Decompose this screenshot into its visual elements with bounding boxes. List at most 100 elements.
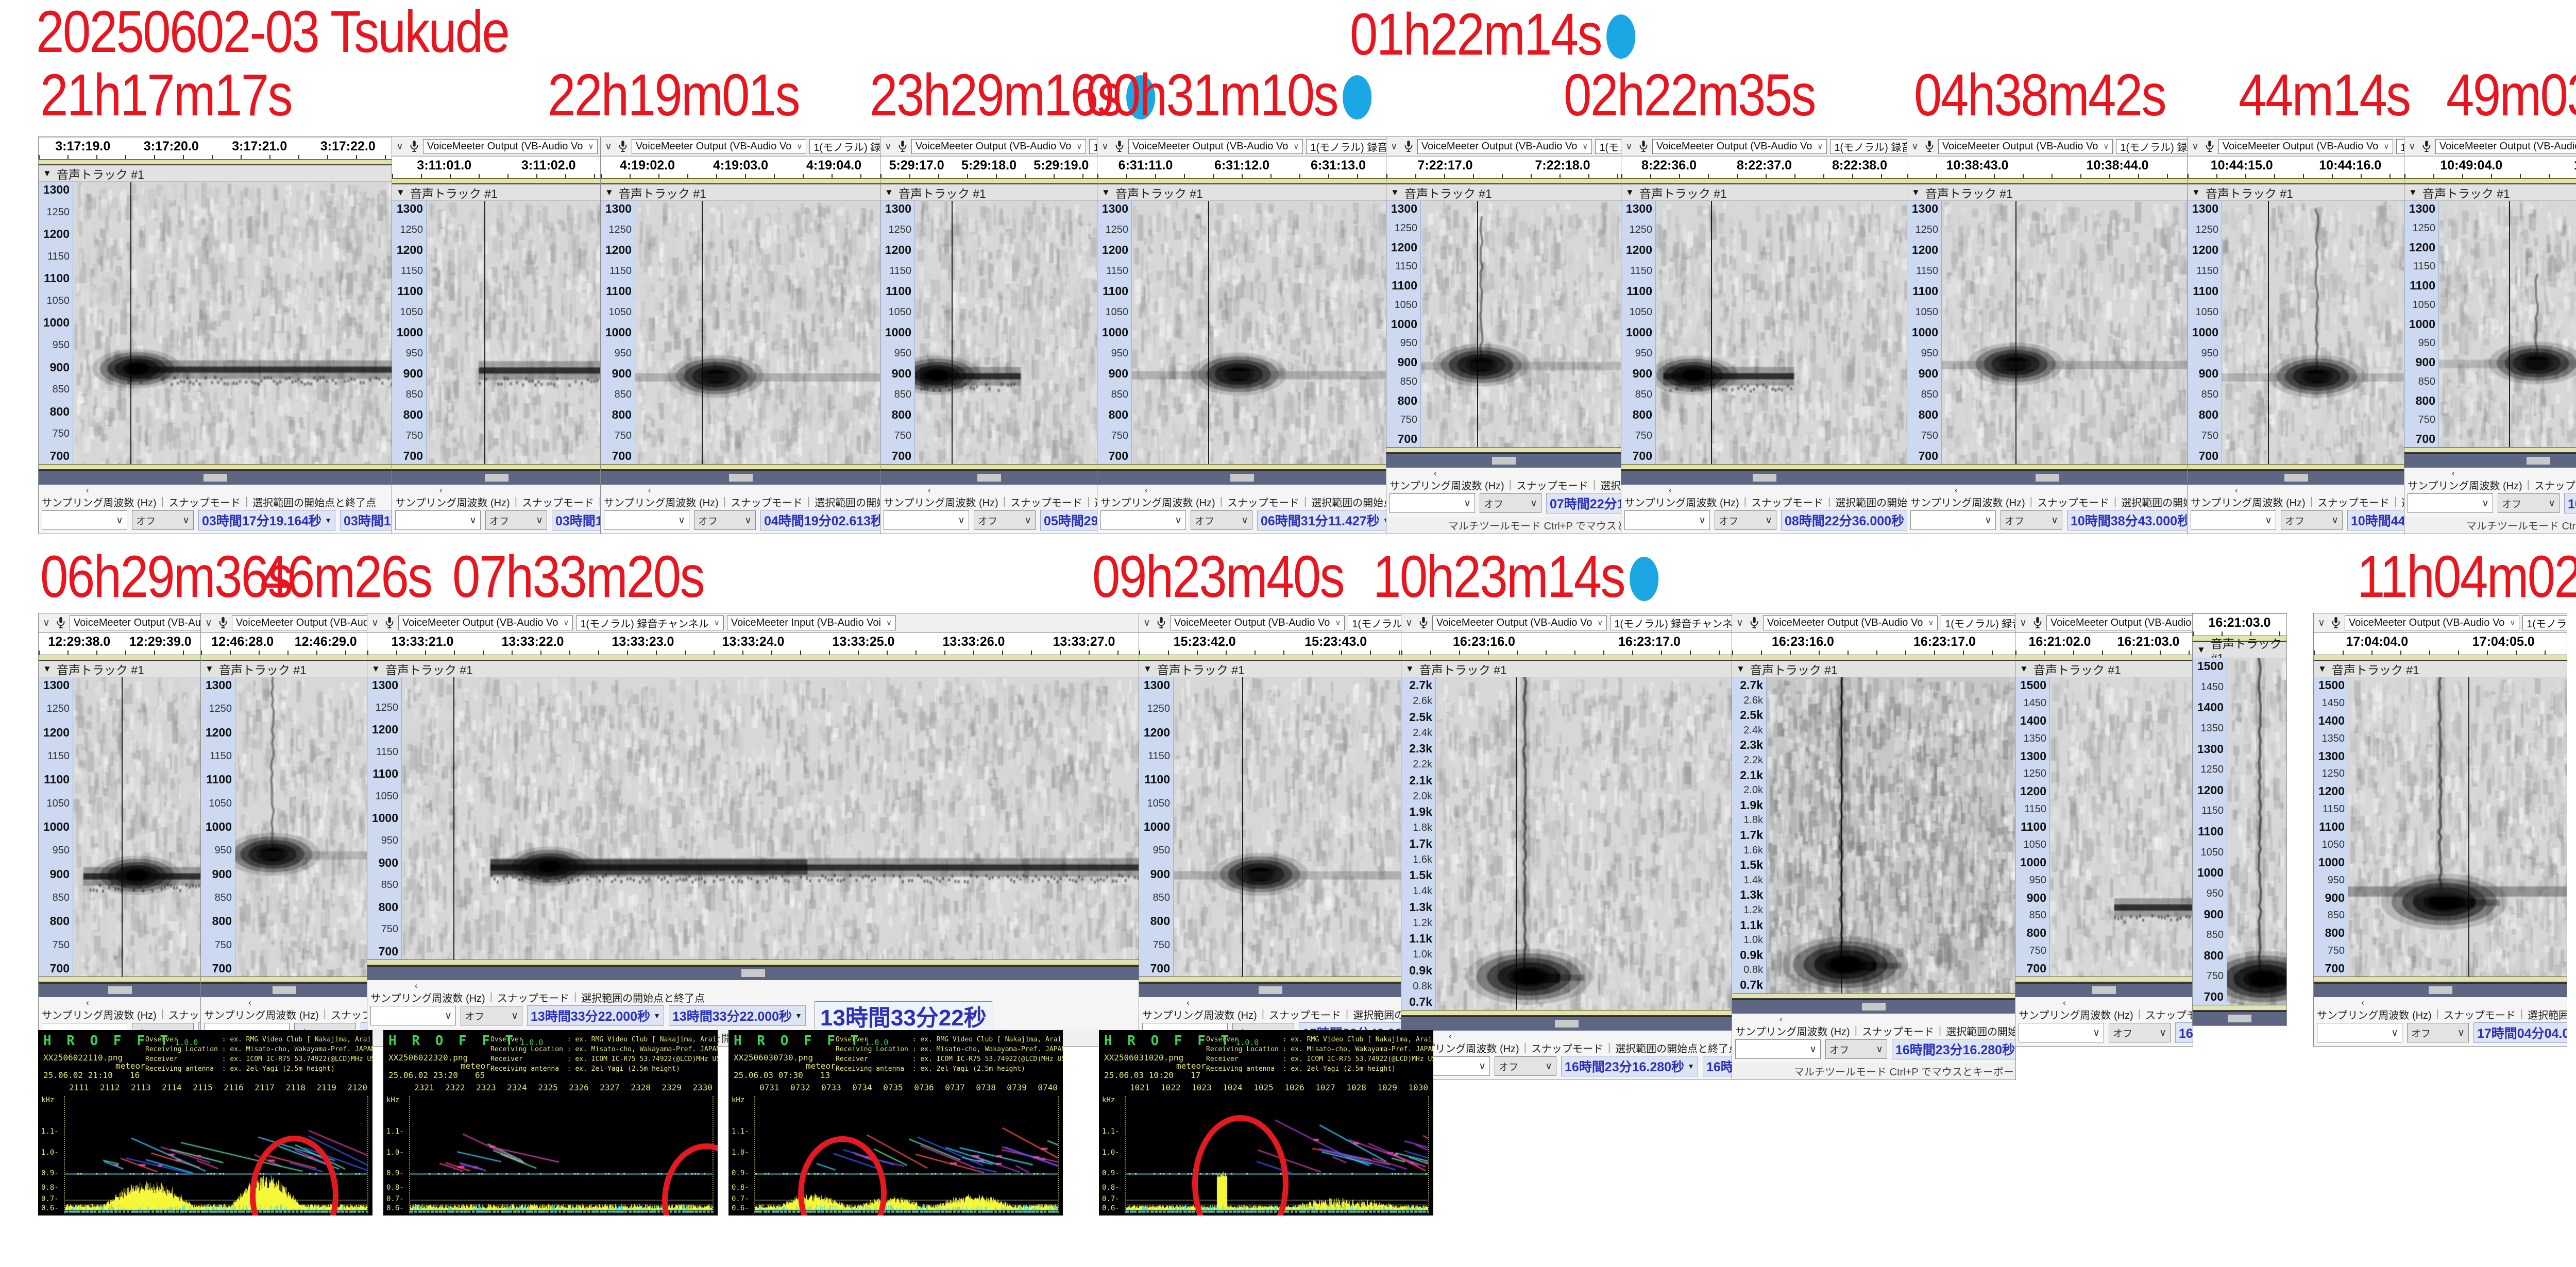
spectrogram-canvas[interactable] xyxy=(2222,201,2404,464)
device-select[interactable]: VoiceMeeter Output (VB-Audio Vo∨ xyxy=(1938,139,2113,154)
timeline-ruler[interactable]: 10:49:04.0 10:49:05.0 xyxy=(2404,156,2576,178)
playhead-cursor[interactable] xyxy=(1841,677,1842,993)
channel-select[interactable]: 1(モノラル) 録音チャンネル∨ xyxy=(2396,139,2404,154)
playhead-cursor[interactable] xyxy=(2015,201,2017,464)
sampling-select[interactable]: ∨ xyxy=(395,510,481,530)
selection-end-field[interactable]: 16時間23分16.280秒▼ xyxy=(1702,1056,1732,1076)
spectrogram-canvas[interactable] xyxy=(235,677,367,977)
snap-select[interactable]: オフ ∨ xyxy=(1495,1056,1556,1076)
splitter-grip[interactable] xyxy=(2228,1015,2251,1022)
toolbar-collapse[interactable]: ‹ xyxy=(1142,998,1398,1008)
spectrogram-area[interactable] xyxy=(73,182,392,464)
channel-select[interactable]: 1(モノラル) 録音チャンネル∨ xyxy=(1348,615,1401,630)
toolbar-collapse[interactable]: ‹ xyxy=(204,998,364,1008)
toolbar-collapse[interactable]: ‹ xyxy=(2408,468,2576,478)
timeline-ruler[interactable]: 7:22:17.0 7:22:18.0 xyxy=(1386,156,1621,178)
device-select[interactable]: VoiceMeeter Output (VB-Audio Vo∨ xyxy=(69,615,201,630)
snap-select[interactable]: オフ ∨ xyxy=(1191,510,1252,530)
toolbar-collapse[interactable]: ‹ xyxy=(1389,468,1618,478)
device-select[interactable]: VoiceMeeter Output (VB-Audio Vo∨ xyxy=(1417,139,1592,154)
splitter-grip[interactable] xyxy=(1752,474,1776,482)
splitter-grip[interactable] xyxy=(728,474,753,482)
device-select[interactable]: VoiceMeeter Output (VB-Audio Vo∨ xyxy=(2218,139,2394,154)
toolbar-collapse[interactable]: ‹ xyxy=(1910,485,2184,495)
toolbar-collapse[interactable]: ‹ xyxy=(395,485,598,495)
splitter-grip[interactable] xyxy=(1555,1020,1579,1028)
channel-select[interactable]: 1(モノラル) 録音チャンネル∨ xyxy=(2116,139,2188,154)
device-select[interactable]: VoiceMeeter Output (VB-Audio Vo∨ xyxy=(2344,615,2520,630)
spectrogram-area[interactable] xyxy=(402,677,1139,960)
sampling-select[interactable]: ∨ xyxy=(1389,493,1475,513)
sampling-select[interactable]: ∨ xyxy=(2191,510,2276,530)
selection-start-field[interactable]: 04時間19分02.613秒▼ xyxy=(760,510,880,530)
snap-select[interactable]: オフ ∨ xyxy=(2498,493,2560,513)
timeline-ruler[interactable]: 3:17:19.0 3:17:20.0 3:17:21.0 3:17:22.0 xyxy=(39,137,392,159)
channel-select[interactable]: 1(モノラル) 録音チャンネル∨ xyxy=(809,139,880,154)
spectrogram-area[interactable] xyxy=(2050,677,2193,977)
snap-select[interactable]: オフ ∨ xyxy=(694,510,756,530)
spectrogram-area[interactable] xyxy=(235,677,367,977)
timeline-ruler[interactable]: 10:38:43.0 10:38:44.0 xyxy=(1907,156,2188,178)
sampling-select[interactable]: ∨ xyxy=(604,510,689,530)
playhead-cursor[interactable] xyxy=(1242,677,1243,977)
timeline-ruler[interactable]: 12:29:38.0 12:29:39.0 xyxy=(39,632,201,655)
splitter-grip[interactable] xyxy=(1492,457,1516,465)
spectrogram-canvas[interactable] xyxy=(2439,201,2576,447)
selection-start-field[interactable]: 03時間17分19.164秒 ▼ xyxy=(198,510,335,530)
playhead-cursor[interactable] xyxy=(453,677,455,960)
splitter-grip[interactable] xyxy=(2092,986,2116,994)
snap-select[interactable]: オフ ∨ xyxy=(2109,1023,2171,1042)
selection-start-field[interactable]: 08時間22分36.000秒▼ xyxy=(1781,510,1907,530)
selection-start-field[interactable]: 10時間49分04.000秒▼ xyxy=(2564,493,2576,513)
spectrogram-canvas[interactable] xyxy=(73,677,201,977)
splitter-grip[interactable] xyxy=(1258,986,1282,994)
spectrogram-area[interactable] xyxy=(427,201,601,464)
toolbar-collapse[interactable]: ‹ xyxy=(1624,485,1904,495)
splitter-grip[interactable] xyxy=(272,986,296,994)
toolbar-collapse[interactable]: ‹ xyxy=(604,485,877,495)
sampling-select[interactable]: ∨ xyxy=(42,510,127,530)
toolbar-collapse[interactable]: ‹ xyxy=(884,485,1094,495)
device-select[interactable]: VoiceMeeter Output (VB-Audio Vo∨ xyxy=(1432,615,1607,630)
splitter-grip[interactable] xyxy=(977,474,1001,482)
playhead-cursor[interactable] xyxy=(484,201,485,464)
snap-select[interactable]: オフ ∨ xyxy=(2281,510,2343,530)
device-select[interactable]: VoiceMeeter Output (VB-Audio Vo∨ xyxy=(631,139,807,154)
toolbar-collapse[interactable]: ‹ xyxy=(1100,485,1383,495)
splitter-grip[interactable] xyxy=(2036,474,2059,482)
selection-start-field[interactable]: 16時間23分16.280秒▼ xyxy=(1561,1056,1698,1076)
sampling-select[interactable]: ∨ xyxy=(2408,493,2493,513)
spectrogram-canvas[interactable] xyxy=(1767,677,2015,993)
selection-start-field[interactable]: 17時間04分04.000秒▼ xyxy=(2473,1022,2567,1043)
splitter-grip[interactable] xyxy=(108,986,132,994)
playhead-cursor[interactable] xyxy=(1208,201,1210,464)
selection-start-field[interactable]: 03時間11分01.166秒▼ xyxy=(552,510,601,530)
timeline-ruler[interactable]: 3:11:01.0 3:11:02.0 xyxy=(392,156,601,178)
spectrogram-canvas[interactable] xyxy=(1174,677,1401,977)
device-select[interactable]: VoiceMeeter Output (VB-Audio Vo∨ xyxy=(911,139,1087,154)
snap-select[interactable]: オフ ∨ xyxy=(132,510,194,530)
timeline-ruler[interactable]: 5:29:17.0 5:29:18.0 5:29:19.0 xyxy=(880,156,1097,178)
selection-end-field[interactable]: 03時間17分19.164秒▼ xyxy=(340,510,392,530)
device-select[interactable]: VoiceMeeter Output (VB-Audio Vo∨ xyxy=(422,139,598,154)
selection-start-field[interactable]: 07時間22分16.310秒▼ xyxy=(1546,493,1621,513)
toolbar-collapse[interactable]: ‹ xyxy=(2019,998,2190,1008)
spectrogram-canvas[interactable] xyxy=(1656,201,1907,464)
selection-start-field[interactable]: 13時間33分22.000秒 ▼ xyxy=(527,1005,664,1026)
device-select[interactable]: VoiceMeeter Output (VB-Audio Vo∨ xyxy=(2046,615,2193,630)
spectrogram-canvas[interactable] xyxy=(2050,677,2193,977)
device-select[interactable]: VoiceMeeter Output (VB-Audio Vo∨ xyxy=(1652,139,1827,154)
toolbar-collapse[interactable]: ‹ xyxy=(1735,1014,2012,1024)
spectrogram-area[interactable] xyxy=(1132,201,1386,464)
spectrogram-area[interactable] xyxy=(1174,677,1401,977)
channel-select[interactable]: 1(モノラル) 録音チャンネル∨ xyxy=(576,615,724,630)
splitter-grip[interactable] xyxy=(204,474,227,482)
timeline-ruler[interactable]: 8:22:36.0 8:22:37.0 8:22:38.0 xyxy=(1621,156,1907,178)
snap-select[interactable]: オフ ∨ xyxy=(2407,1023,2469,1042)
playhead-cursor[interactable] xyxy=(130,182,132,464)
snap-select[interactable]: オフ ∨ xyxy=(1480,493,1541,513)
spectrogram-area[interactable] xyxy=(1656,201,1907,464)
device-select[interactable]: VoiceMeeter Output (VB-Audio Vo∨ xyxy=(1128,139,1303,154)
splitter-grip[interactable] xyxy=(1230,474,1254,482)
toolbar-collapse[interactable]: ‹ xyxy=(370,981,1136,991)
